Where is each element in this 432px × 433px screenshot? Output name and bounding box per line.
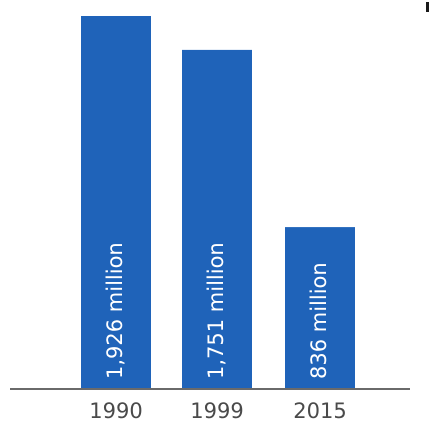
x-tick-label-1999: 1999 [190, 399, 243, 423]
tick-labels-group: 1990 1999 2015 [89, 399, 346, 423]
x-tick-label-2015: 2015 [293, 399, 346, 423]
bar-1990 [81, 16, 151, 389]
bar-2015 [285, 227, 355, 389]
bars-group: 1,926 million 1,751 million 836 million [81, 16, 355, 390]
bar-value-label-1990: 1,926 million [103, 242, 127, 379]
corner-mark-decoration [426, 2, 429, 12]
bar-value-label-2015: 836 million [307, 262, 331, 379]
bar-1999 [182, 49, 252, 390]
x-tick-label-1990: 1990 [89, 399, 142, 423]
bar-value-label-1999: 1,751 million [204, 242, 228, 379]
